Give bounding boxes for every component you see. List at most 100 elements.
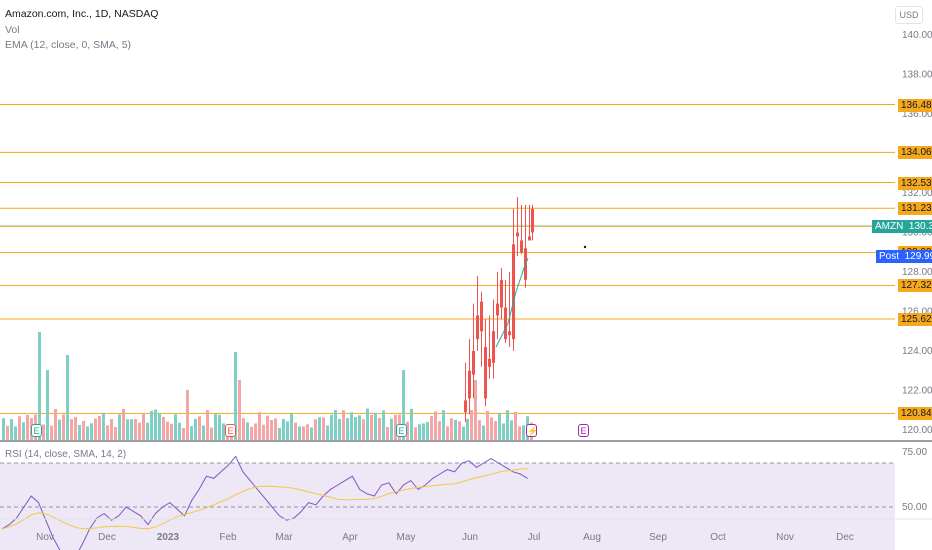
volume-bar	[82, 420, 85, 440]
candle-body	[476, 315, 479, 340]
candle-body	[508, 331, 511, 336]
candle-body	[480, 301, 483, 332]
volume-bar	[286, 421, 289, 440]
time-tick-label: May	[397, 532, 416, 543]
candle-body	[468, 370, 471, 399]
volume-bar	[102, 412, 105, 440]
volume-bar	[422, 423, 425, 440]
volume-bar	[462, 426, 465, 440]
volume-bar	[166, 421, 169, 440]
volume-bar	[250, 426, 253, 440]
volume-bar	[150, 410, 153, 440]
earnings-icon[interactable]: E	[31, 424, 42, 437]
candle-body	[488, 358, 491, 367]
volume-bar	[86, 426, 89, 440]
volume-bar	[138, 422, 141, 440]
price-tick-label: 122.00	[902, 386, 932, 397]
volume-bar	[342, 410, 345, 440]
earnings-icon[interactable]: E	[578, 424, 589, 437]
volume-bar	[114, 427, 117, 440]
volume-bar	[242, 418, 245, 440]
volume-bar	[234, 352, 237, 440]
candle-body	[500, 279, 503, 308]
volume-legend[interactable]: Vol	[5, 24, 20, 36]
volume-bar	[42, 424, 45, 440]
volume-bar	[386, 426, 389, 440]
volume-bar	[486, 410, 489, 440]
volume-bar	[498, 413, 501, 440]
volume-bar	[194, 418, 197, 440]
volume-bar	[186, 390, 189, 440]
volume-bar	[382, 410, 385, 440]
rsi-tick-label: 75.00	[902, 447, 927, 458]
volume-bar	[198, 416, 201, 440]
volume-bar	[446, 426, 449, 440]
volume-bar	[290, 413, 293, 440]
volume-bar	[374, 412, 377, 440]
time-tick-label: Mar	[275, 532, 293, 543]
volume-bar	[326, 425, 329, 440]
volume-bar	[362, 419, 365, 440]
volume-bar	[106, 425, 109, 440]
volume-bar	[322, 417, 325, 440]
volume-bar	[38, 332, 41, 440]
volume-bar	[66, 355, 69, 440]
ema-legend[interactable]: EMA (12, close, 0, SMA, 5)	[5, 39, 132, 51]
volume-bar	[470, 409, 473, 440]
volume-bar	[78, 424, 81, 440]
volume-bar	[90, 423, 93, 440]
volume-bar	[510, 420, 513, 440]
volume-bar	[434, 411, 437, 440]
volume-bar	[270, 419, 273, 440]
volume-bar	[122, 408, 125, 440]
volume-bar	[118, 414, 121, 440]
candle-body	[472, 351, 475, 375]
volume-bar	[266, 415, 269, 440]
ticker-symbol: AMZN	[875, 221, 904, 232]
currency-button[interactable]: USD	[895, 6, 923, 24]
price-tick-label: 132.00	[902, 188, 932, 199]
volume-bar	[146, 422, 149, 440]
volume-bar	[14, 426, 17, 440]
volume-bar	[10, 419, 13, 440]
time-tick-label: Aug	[583, 532, 601, 543]
volume-bar	[450, 418, 453, 440]
volume-bar	[314, 419, 317, 440]
volume-bar	[62, 414, 65, 440]
volume-bar	[502, 423, 505, 440]
volume-bar	[126, 419, 129, 440]
earnings-icon[interactable]: E	[225, 424, 236, 437]
candle-body	[492, 331, 495, 363]
symbol-title[interactable]: Amazon.com, Inc., 1D, NASDAQ	[5, 8, 159, 20]
volume-bar	[406, 421, 409, 440]
price-tick-label: 120.00	[902, 425, 932, 436]
volume-bar	[238, 380, 241, 440]
rsi-tick-label: 50.00	[902, 502, 927, 513]
time-tick-label: Dec	[98, 532, 116, 543]
ticker-price-tag: AMZN 130.36	[872, 220, 932, 233]
dividend-icon[interactable]: ⚡	[526, 424, 539, 437]
volume-bar	[306, 424, 309, 440]
earnings-icon[interactable]: E	[396, 424, 407, 437]
rsi-band	[0, 463, 895, 550]
volume-bar	[418, 424, 421, 440]
price-tick-label: 124.00	[902, 346, 932, 357]
time-tick-label: Jul	[528, 532, 541, 543]
volume-bar	[294, 422, 297, 440]
volume-bar	[70, 419, 73, 440]
level-price-tag: 127.32	[898, 279, 932, 293]
volume-bar	[182, 427, 185, 440]
volume-bar	[458, 421, 461, 440]
volume-bar	[370, 414, 373, 440]
time-tick-label: Apr	[342, 532, 358, 543]
volume-bar	[426, 421, 429, 440]
post-market-tag: Post 129.99	[876, 250, 932, 263]
volume-bar	[274, 418, 277, 440]
rsi-legend[interactable]: RSI (14, close, SMA, 14, 2)	[5, 449, 127, 460]
volume-bar	[442, 410, 445, 440]
volume-bar	[162, 416, 165, 440]
volume-bar	[218, 414, 221, 440]
volume-bar	[478, 420, 481, 440]
